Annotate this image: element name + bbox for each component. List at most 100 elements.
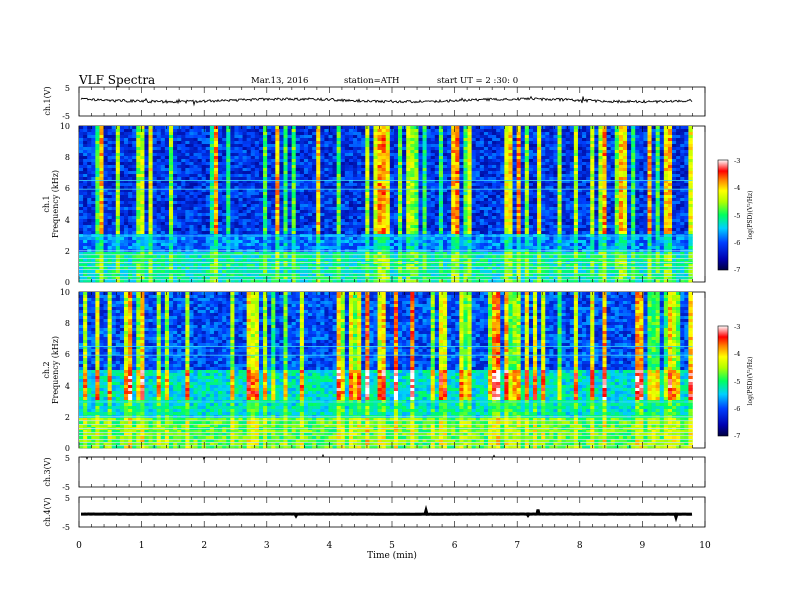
spectrogram-cell <box>239 222 243 225</box>
spectrogram-cell <box>504 162 508 165</box>
spectrogram-cell <box>312 201 316 204</box>
spectrogram-cell <box>251 198 255 201</box>
spectrogram-cell <box>410 222 414 225</box>
spectrogram-cell <box>361 135 365 138</box>
spectrogram-cell <box>406 135 410 138</box>
spectrogram-cell <box>406 219 410 222</box>
spectrogram-cell <box>144 174 148 177</box>
spectrogram-cell <box>300 159 304 162</box>
spectrogram-cell <box>566 144 570 147</box>
spectrogram-cell <box>586 159 590 162</box>
spectrogram-cell <box>320 144 324 147</box>
spectrogram-cell <box>369 174 373 177</box>
spectrogram-cell <box>292 135 296 138</box>
spectrogram-cell <box>652 177 656 180</box>
spectrogram-cell <box>104 177 108 180</box>
spectrogram-cell <box>652 195 656 198</box>
spectrogram-cell <box>521 138 525 141</box>
spectrogram-cell <box>508 201 512 204</box>
spectrogram-cell <box>668 183 672 186</box>
spectrogram-cell <box>398 213 402 216</box>
spectrogram-cell <box>206 216 210 219</box>
spectrogram-cell <box>206 204 210 207</box>
spectrogram-cell <box>431 129 435 132</box>
spectrogram-cell <box>108 222 112 225</box>
spectrogram-cell <box>198 207 202 210</box>
spectrogram-cell <box>406 147 410 150</box>
spectrogram-cell <box>431 219 435 222</box>
spectrogram-cell <box>504 129 508 132</box>
spectrogram-cell <box>504 165 508 168</box>
spectrogram-cell <box>476 183 480 186</box>
spectrogram-cell <box>194 213 198 216</box>
spectrogram-cell <box>112 126 116 129</box>
spectrogram-cell <box>177 216 181 219</box>
spectrogram-cell <box>308 165 312 168</box>
spectrogram-cell <box>394 156 398 159</box>
spectrogram-cell <box>652 174 656 177</box>
spectrogram-cell <box>578 129 582 132</box>
spectrogram-cell <box>255 171 259 174</box>
spectrogram-cell <box>206 153 210 156</box>
spectrogram-cell <box>513 135 517 138</box>
spectrogram-cell <box>153 219 157 222</box>
spectrogram-cell <box>140 168 144 171</box>
spectrogram-cell <box>198 210 202 213</box>
spectrogram-cell <box>545 129 549 132</box>
spectrogram-cell <box>594 174 598 177</box>
spectrogram-cell <box>230 153 234 156</box>
spectrogram-cell <box>378 156 382 159</box>
spectrogram-cell <box>320 147 324 150</box>
spectrogram-cell <box>582 129 586 132</box>
spectrogram-cell <box>390 192 394 195</box>
spectrogram-cell <box>149 156 153 159</box>
spectrogram-cell <box>639 135 643 138</box>
spectrogram-cell <box>144 132 148 135</box>
spectrogram-cell <box>603 213 607 216</box>
spectrogram-cell <box>439 153 443 156</box>
spectrogram-cell <box>611 177 615 180</box>
spectrogram-cell <box>631 147 635 150</box>
spectrogram-cell <box>149 171 153 174</box>
spectrogram-cell <box>202 171 206 174</box>
spectrogram-cell <box>398 204 402 207</box>
spectrogram-cell <box>455 192 459 195</box>
spectrogram-cell <box>349 174 353 177</box>
spectrogram-cell <box>394 162 398 165</box>
spectrogram-cell <box>341 153 345 156</box>
spectrogram-cell <box>603 177 607 180</box>
spectrogram-cell <box>537 138 541 141</box>
spectrogram-cell <box>615 204 619 207</box>
spectrogram-cell <box>410 138 414 141</box>
spectrogram-cell <box>513 141 517 144</box>
spectrogram-cell <box>337 168 341 171</box>
spectrogram-cell <box>292 156 296 159</box>
spectrogram-cell <box>263 171 267 174</box>
spectrogram-cell <box>598 135 602 138</box>
spectrogram-cell <box>549 129 553 132</box>
spectrogram-cell <box>676 201 680 204</box>
spectrogram-cell <box>341 159 345 162</box>
spectrogram-cell <box>398 183 402 186</box>
spectrogram-cell <box>558 174 562 177</box>
spectrogram-cell <box>562 204 566 207</box>
spectrogram-cell <box>345 138 349 141</box>
spectrogram-cell <box>279 204 283 207</box>
spectrogram-cell <box>558 195 562 198</box>
spectrogram-cell <box>652 129 656 132</box>
spectrogram-cell <box>603 195 607 198</box>
spectrogram-cell <box>247 126 251 129</box>
spectrogram-cell <box>161 159 165 162</box>
spectrogram-cell <box>320 195 324 198</box>
spectrogram-cell <box>508 207 512 210</box>
spectrogram-cell <box>619 132 623 135</box>
spectrogram-cell <box>639 183 643 186</box>
spectrogram-cell <box>594 141 598 144</box>
spectrogram-cell <box>664 132 668 135</box>
spectrogram-cell <box>259 219 263 222</box>
spectrogram-cell <box>394 129 398 132</box>
spectrogram-cell <box>271 132 275 135</box>
spectrogram-cell <box>463 162 467 165</box>
spectrogram-cell <box>439 198 443 201</box>
spectrogram-cell <box>402 192 406 195</box>
